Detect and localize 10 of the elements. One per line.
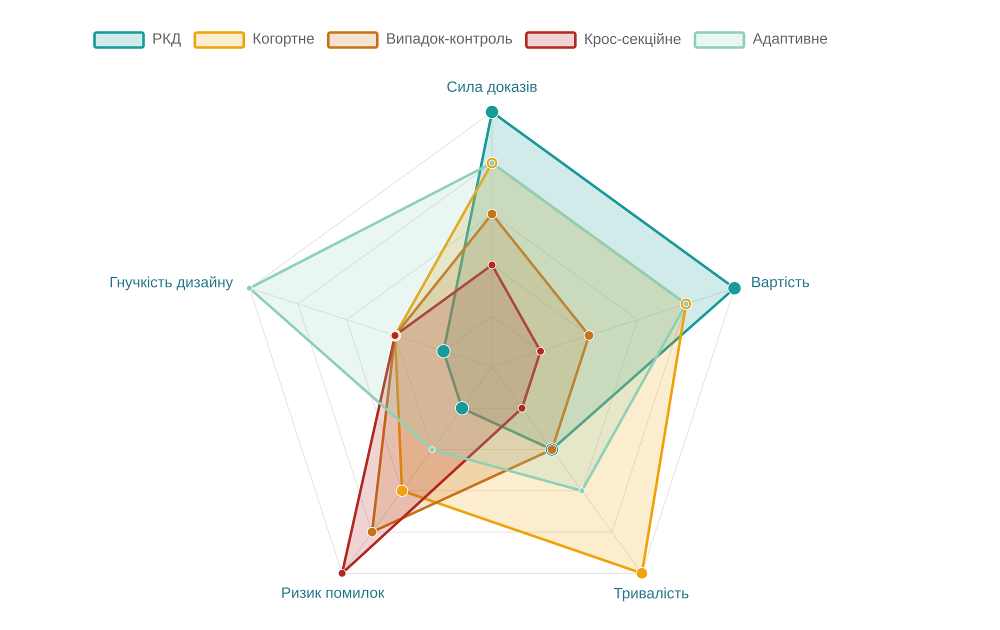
spoke-label: Ризик помилок bbox=[282, 587, 384, 598]
legend-label: РКД bbox=[153, 33, 181, 47]
legend-label: Випадок-контроль bbox=[387, 33, 512, 47]
spoke-label: Сила доказів bbox=[447, 80, 537, 95]
spoke-label: Вартість bbox=[752, 276, 810, 290]
legend-label: Крос-секційне bbox=[585, 32, 681, 48]
spoke-label: Гнучкість дизайну bbox=[110, 276, 234, 290]
legend-label: Когортне bbox=[254, 33, 314, 47]
spoke-label: Тривалість bbox=[614, 587, 688, 602]
legend-label: Адаптивне bbox=[752, 33, 828, 47]
